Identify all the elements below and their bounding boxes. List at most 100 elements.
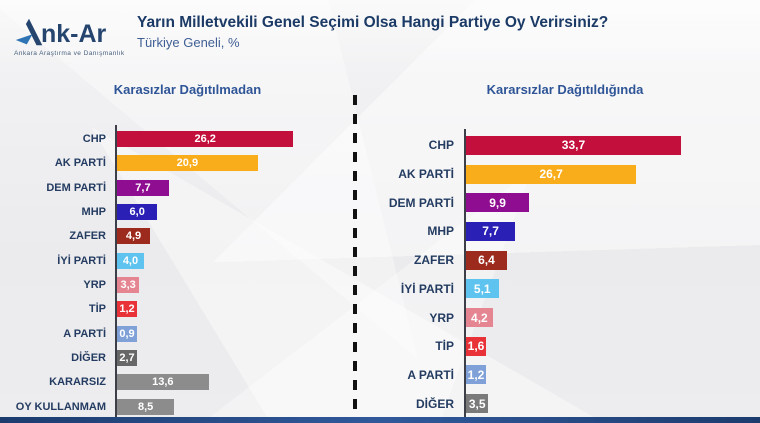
bar-mhp: 6,0 bbox=[117, 204, 158, 221]
party-label: YRP bbox=[83, 279, 106, 292]
chart-row: DİĞER 3,5 bbox=[368, 389, 753, 418]
bar-track: 4,0 bbox=[115, 252, 346, 269]
logo-a-icon bbox=[15, 18, 43, 46]
bar-value-label: 26,7 bbox=[539, 167, 563, 182]
party-label: KARARSIZ bbox=[49, 376, 106, 389]
party-label: DİĞER bbox=[71, 352, 106, 365]
bar-ak-parti-: 20,9 bbox=[117, 155, 258, 172]
bar-ak-parti-: 26,7 bbox=[466, 164, 637, 184]
bar-track: 6,0 bbox=[115, 204, 346, 221]
party-label: MHP bbox=[81, 206, 106, 219]
party-label: DEM PARTİ bbox=[46, 181, 106, 194]
bar-mhp: 7,7 bbox=[466, 221, 516, 241]
party-label: TİP bbox=[435, 339, 454, 354]
bar-track: 26,2 bbox=[115, 131, 346, 148]
bar-value-label: 4,9 bbox=[125, 230, 142, 243]
bar-value-label: 6,4 bbox=[478, 253, 495, 268]
bar-track: 1,2 bbox=[115, 301, 346, 318]
bar-value-label: 26,2 bbox=[194, 133, 216, 146]
bar-track: 13,6 bbox=[115, 374, 346, 391]
chart-row: İYİ PARTİ 4,0 bbox=[10, 249, 346, 273]
chart-row: AK PARTİ 26,7 bbox=[368, 160, 753, 189]
chart-row: İYİ PARTİ 5,1 bbox=[368, 275, 753, 304]
bar-value-label: 13,6 bbox=[152, 376, 174, 389]
bar-track: 20,9 bbox=[115, 155, 346, 172]
party-label: MHP bbox=[427, 224, 454, 239]
bar-yrp: 3,3 bbox=[117, 277, 140, 294]
party-label: AK PARTİ bbox=[54, 157, 106, 170]
bar-value-label: 6,0 bbox=[129, 206, 145, 219]
bar-value-label: 7,7 bbox=[135, 181, 151, 194]
party-label: DEM PARTİ bbox=[388, 195, 454, 210]
bar-value-label: 5,1 bbox=[473, 281, 491, 296]
bar-track: 4,2 bbox=[464, 308, 753, 328]
chart-distributed: CHP 33,7 AK PARTİ 26,7 DEM PARTİ 9,9 MHP 7,7 ZAF… bbox=[368, 129, 753, 418]
bar-track: 5,1 bbox=[464, 279, 753, 299]
chart-row: A PARTİ 1,2 bbox=[368, 361, 753, 390]
chart-row: DİĞER 2,7 bbox=[10, 346, 346, 370]
bar-track: 7,7 bbox=[464, 221, 753, 241]
party-label: OY KULLANMAM bbox=[15, 400, 106, 413]
bar-chp: 26,2 bbox=[117, 131, 294, 148]
bar-i-yi-parti-: 5,1 bbox=[466, 279, 499, 299]
bar-di-er: 3,5 bbox=[466, 394, 489, 414]
bar-value-label: 2,7 bbox=[119, 352, 135, 365]
page-title: Yarın Milletvekili Genel Seçimi Olsa Han… bbox=[137, 14, 609, 31]
chart-rows: CHP 33,7 AK PARTİ 26,7 DEM PARTİ 9,9 MHP 7,7 ZAF… bbox=[368, 129, 753, 418]
bar-i-yi-parti-: 4,0 bbox=[117, 252, 144, 269]
bar-track: 26,7 bbox=[464, 164, 753, 184]
bar-value-label: 3,5 bbox=[468, 396, 486, 411]
bar-track: 8,5 bbox=[115, 398, 346, 415]
party-label: DİĞER bbox=[415, 396, 454, 411]
bar-track: 1,2 bbox=[464, 365, 753, 385]
chart-undistributed: CHP 26,2 AK PARTİ 20,9 DEM PARTİ 7,7 MHP 6,0 ZAF… bbox=[10, 125, 346, 419]
bar-value-label: 1,2 bbox=[119, 303, 135, 316]
bar-value-label: 1,2 bbox=[467, 367, 485, 382]
chart-row: ZAFER 6,4 bbox=[368, 246, 753, 275]
chart-row: TİP 1,6 bbox=[368, 332, 753, 361]
right-chart-title: Kararsızlar Dağıtıldığında bbox=[486, 82, 644, 97]
chart-row: YRP 4,2 bbox=[368, 303, 753, 332]
bar-value-label: 4,2 bbox=[471, 310, 488, 325]
bar-a-parti-: 1,2 bbox=[466, 365, 486, 385]
party-label: A PARTİ bbox=[407, 367, 454, 382]
party-label: İYİ PARTİ bbox=[57, 254, 106, 267]
chart-row: DEM PARTİ 7,7 bbox=[10, 176, 346, 200]
bar-track: 9,9 bbox=[464, 193, 753, 213]
bar-zafer: 4,9 bbox=[117, 228, 150, 245]
bar-dem-parti-: 9,9 bbox=[466, 193, 530, 213]
bar-di-er: 2,7 bbox=[117, 350, 137, 367]
party-label: AK PARTİ bbox=[398, 167, 454, 182]
chart-row: DEM PARTİ 9,9 bbox=[368, 188, 753, 217]
bar-kararsiz: 13,6 bbox=[117, 374, 209, 391]
left-chart-title: Karasızlar Dağıtılmadan bbox=[113, 82, 262, 97]
bar-track: 2,7 bbox=[115, 350, 346, 367]
bar-track: 3,5 bbox=[464, 394, 753, 414]
bar-dem-parti-: 7,7 bbox=[117, 179, 169, 196]
bar-track: 7,7 bbox=[115, 179, 346, 196]
bar-track: 33,7 bbox=[464, 135, 753, 155]
bar-value-label: 20,9 bbox=[176, 157, 199, 170]
dashed-divider bbox=[353, 95, 357, 415]
bar-track: 4,9 bbox=[115, 228, 346, 245]
logo-tagline: Ankara Araştırma ve Danışmanlık bbox=[14, 50, 125, 57]
chart-row: CHP 26,2 bbox=[10, 127, 346, 151]
chart-row: OY KULLANMAM 8,5 bbox=[10, 395, 346, 419]
bar-value-label: 8,5 bbox=[137, 400, 154, 413]
footer-accent-bar bbox=[0, 417, 760, 423]
bar-value-label: 9,9 bbox=[489, 195, 506, 210]
bar-ti-p: 1,2 bbox=[117, 301, 137, 318]
bar-track: 0,9 bbox=[115, 325, 346, 342]
chart-row: AK PARTİ 20,9 bbox=[10, 151, 346, 175]
bar-chp: 33,7 bbox=[466, 135, 681, 155]
bar-value-label: 4,0 bbox=[122, 254, 139, 267]
bar-value-label: 7,7 bbox=[482, 224, 499, 239]
chart-row: MHP 7,7 bbox=[368, 217, 753, 246]
party-label: CHP bbox=[428, 138, 454, 153]
logo: nk-Ar Ankara Araştırma ve Danışmanlık bbox=[14, 17, 134, 57]
bar-a-parti-: 0,9 bbox=[117, 325, 137, 342]
bar-value-label: 33,7 bbox=[561, 138, 586, 153]
bar-value-label: 1,6 bbox=[467, 339, 485, 354]
chart-row: KARARSIZ 13,6 bbox=[10, 370, 346, 394]
